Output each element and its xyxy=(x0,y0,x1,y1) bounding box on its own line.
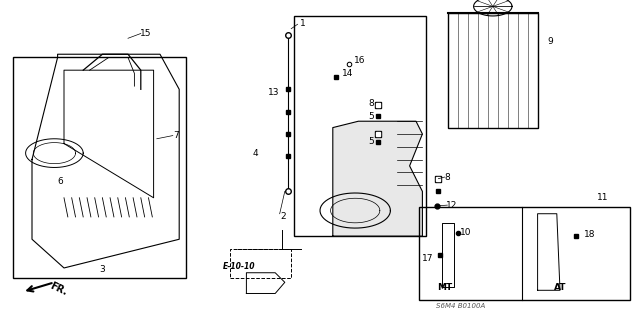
Bar xyxy=(294,16,426,236)
Text: 9: 9 xyxy=(547,37,553,46)
Text: 5: 5 xyxy=(368,112,374,121)
Text: 3: 3 xyxy=(99,265,105,274)
Text: 16: 16 xyxy=(354,56,365,65)
Text: 13: 13 xyxy=(268,88,279,97)
Text: 2: 2 xyxy=(280,212,286,221)
Text: S6M4 B0100A: S6M4 B0100A xyxy=(436,303,485,309)
Bar xyxy=(230,249,291,278)
Text: 1: 1 xyxy=(300,19,305,28)
Polygon shape xyxy=(333,121,422,236)
Text: 17: 17 xyxy=(422,254,434,263)
Text: 11: 11 xyxy=(597,193,609,202)
Text: 15: 15 xyxy=(140,29,151,38)
Text: 8: 8 xyxy=(445,173,451,182)
Text: 7: 7 xyxy=(173,131,179,140)
Text: 5: 5 xyxy=(368,137,374,146)
Bar xyxy=(13,57,186,278)
Text: FR.: FR. xyxy=(48,280,68,297)
Bar xyxy=(419,207,630,300)
Text: 12: 12 xyxy=(446,201,458,210)
Text: 18: 18 xyxy=(584,230,595,239)
Text: 8: 8 xyxy=(368,99,374,108)
Text: E-10-10: E-10-10 xyxy=(223,262,255,271)
Text: 4: 4 xyxy=(253,149,259,158)
Bar xyxy=(448,13,538,128)
Text: AT: AT xyxy=(554,283,566,292)
Text: 14: 14 xyxy=(342,69,354,78)
Text: 10: 10 xyxy=(460,228,471,237)
Text: 6: 6 xyxy=(58,177,63,186)
Text: MT: MT xyxy=(437,283,452,292)
